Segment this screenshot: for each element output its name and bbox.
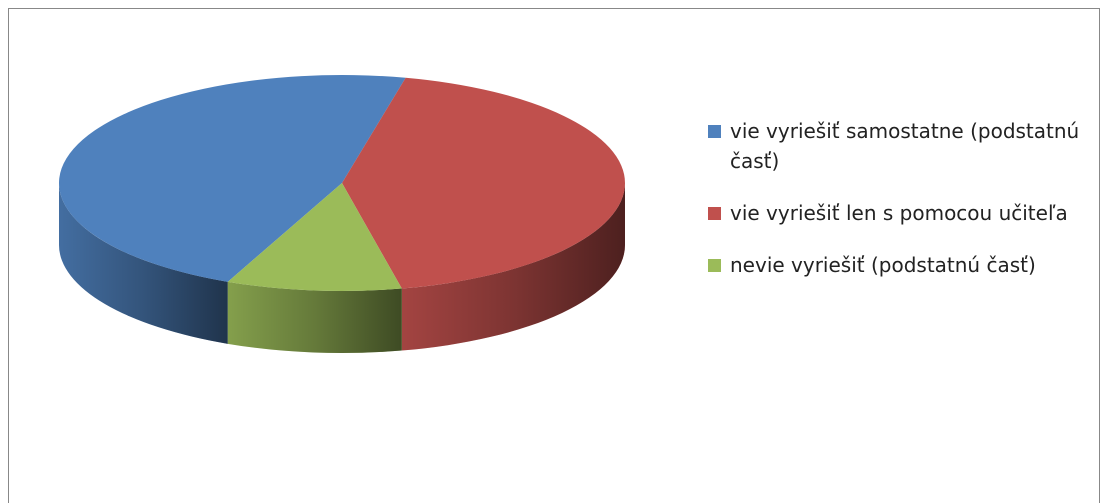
legend-label: nevie vyriešiť (podstatnú časť) xyxy=(730,253,1036,277)
pie-slice xyxy=(59,75,406,282)
pie-side-shade xyxy=(59,183,228,344)
legend-item: nevie vyriešiť (podstatnú časť) xyxy=(706,250,1096,280)
pie-side-shade xyxy=(401,183,625,351)
legend-label: vie vyriešiť samostatne (podstatnú časť) xyxy=(730,119,1080,173)
legend-label: vie vyriešiť len s pomocou učiteľa xyxy=(730,201,1068,225)
legend-item: vie vyriešiť samostatne (podstatnú časť) xyxy=(706,116,1096,176)
legend-swatch xyxy=(708,207,721,220)
legend-item: vie vyriešiť len s pomocou učiteľa xyxy=(706,198,1096,228)
chart xyxy=(59,75,625,353)
legend-swatch xyxy=(708,259,721,272)
pie-side-shade xyxy=(227,281,402,353)
pie-slice xyxy=(227,183,402,291)
legend-swatch xyxy=(708,125,721,138)
chart-frame xyxy=(8,8,1100,503)
legend: vie vyriešiť samostatne (podstatnú časť)… xyxy=(706,116,1096,302)
pie-slice xyxy=(342,77,625,289)
